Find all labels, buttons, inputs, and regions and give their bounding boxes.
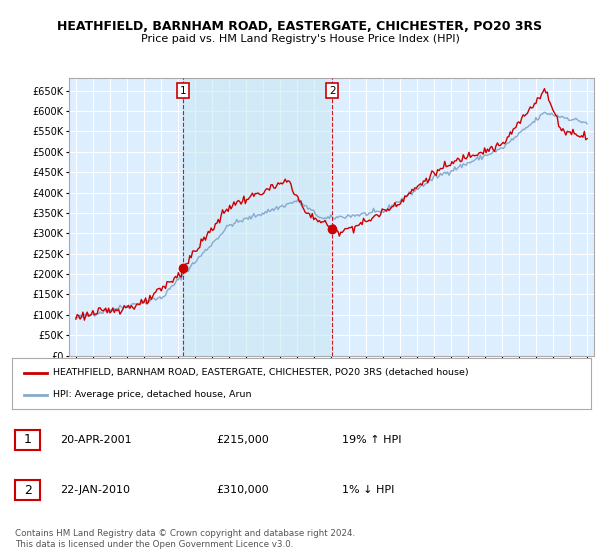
Text: HEATHFIELD, BARNHAM ROAD, EASTERGATE, CHICHESTER, PO20 3RS (detached house): HEATHFIELD, BARNHAM ROAD, EASTERGATE, CH… [53, 368, 468, 377]
Text: 1% ↓ HPI: 1% ↓ HPI [342, 485, 394, 495]
Text: 2: 2 [329, 86, 335, 96]
Text: £215,000: £215,000 [216, 435, 269, 445]
Text: HEATHFIELD, BARNHAM ROAD, EASTERGATE, CHICHESTER, PO20 3RS: HEATHFIELD, BARNHAM ROAD, EASTERGATE, CH… [58, 20, 542, 32]
Text: 2: 2 [23, 483, 32, 497]
Text: 19% ↑ HPI: 19% ↑ HPI [342, 435, 401, 445]
Text: 22-JAN-2010: 22-JAN-2010 [60, 485, 130, 495]
Text: 20-APR-2001: 20-APR-2001 [60, 435, 131, 445]
Text: Price paid vs. HM Land Registry's House Price Index (HPI): Price paid vs. HM Land Registry's House … [140, 34, 460, 44]
Text: £310,000: £310,000 [216, 485, 269, 495]
Text: 1: 1 [180, 86, 187, 96]
Text: HPI: Average price, detached house, Arun: HPI: Average price, detached house, Arun [53, 390, 251, 399]
Text: 1: 1 [23, 433, 32, 446]
Bar [183, 78, 332, 356]
Text: Contains HM Land Registry data © Crown copyright and database right 2024.
This d: Contains HM Land Registry data © Crown c… [15, 529, 355, 549]
